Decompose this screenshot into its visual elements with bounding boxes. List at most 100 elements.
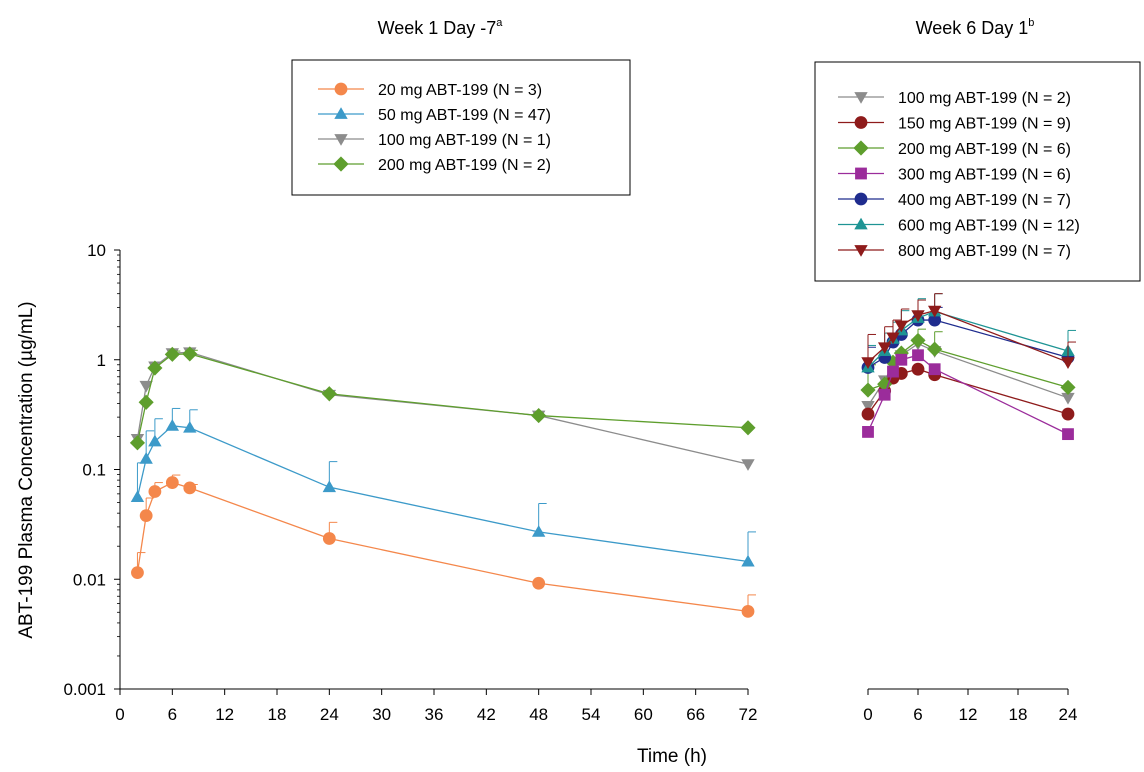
data-point — [532, 576, 546, 590]
legend-item: 50 mg ABT-199 (N = 47) — [318, 107, 551, 124]
data-point — [183, 420, 197, 433]
data-point — [148, 485, 162, 498]
data-point — [878, 388, 891, 401]
data-point — [860, 382, 876, 398]
legend-label: 200 mg ABT-199 (N = 6) — [898, 141, 1071, 158]
series-2 — [130, 407, 756, 567]
data-point — [129, 435, 146, 451]
series-7 — [861, 293, 1076, 370]
legend-item: 300 mg ABT-199 (N = 6) — [838, 167, 1071, 184]
x-tick-label: 18 — [1009, 705, 1028, 724]
x-tick-label: 6 — [168, 705, 177, 724]
data-point — [138, 394, 154, 410]
panel1-title: Week 1 Day -7a — [378, 17, 504, 38]
x-tick-label: 12 — [959, 705, 978, 724]
data-point — [741, 459, 755, 471]
data-point — [877, 342, 892, 355]
y-tick-label: 0.1 — [82, 461, 106, 480]
x-tick-label: 72 — [739, 705, 758, 724]
legend-marker — [854, 245, 868, 257]
data-point — [139, 509, 153, 523]
data-point — [322, 532, 336, 545]
x-tick-label: 48 — [529, 705, 548, 724]
legend1-box — [291, 59, 631, 196]
data-point — [139, 452, 153, 464]
data-point — [910, 332, 926, 348]
x-tick-label: 30 — [372, 705, 391, 724]
legend-label: 300 mg ABT-199 (N = 6) — [898, 167, 1071, 184]
data-point — [895, 353, 908, 366]
legend-marker — [334, 107, 348, 119]
series-line — [136, 425, 749, 563]
legend-item: 100 mg ABT-199 (N = 2) — [838, 90, 1071, 107]
legend-item: 800 mg ABT-199 (N = 7) — [838, 243, 1071, 260]
data-point — [741, 604, 755, 618]
x-tick-label: 66 — [686, 705, 705, 724]
x-tick-label: 24 — [1059, 705, 1078, 724]
series-4 — [862, 349, 1074, 441]
y-tick-label: 0.01 — [73, 570, 106, 589]
series-line — [136, 353, 749, 443]
data-point — [531, 525, 546, 537]
legend-label: 200 mg ABT-199 (N = 2) — [378, 157, 551, 174]
y-tick-label: 10 — [87, 241, 106, 260]
data-point — [148, 434, 162, 447]
legend-marker — [855, 167, 867, 180]
data-point — [321, 386, 337, 402]
data-point — [1061, 357, 1075, 370]
y-axis-title: ABT-199 Plasma Concentration (µg/mL) — [16, 301, 37, 638]
x-tick-label: 12 — [215, 705, 234, 724]
data-point — [927, 305, 942, 318]
series-line — [136, 351, 749, 465]
x-tick-label: 54 — [582, 705, 601, 724]
data-point — [894, 320, 909, 333]
panel1-plot: 0.001 0.01 0.1 1 10 0 6 12 18 24 30 36 42 48 54 60 66 72 — [63, 241, 757, 724]
series-1 — [131, 474, 756, 618]
legend-marker — [334, 134, 348, 146]
legend-item: 400 mg ABT-199 (N = 7) — [838, 192, 1071, 209]
x-tick-label: 6 — [913, 705, 922, 724]
legend-item: 600 mg ABT-199 (N = 12) — [838, 218, 1080, 235]
data-point — [1060, 379, 1076, 395]
data-point — [183, 481, 197, 495]
x-tick-label: 36 — [425, 705, 444, 724]
legend-marker — [334, 82, 348, 96]
legend-label: 150 mg ABT-199 (N = 9) — [898, 116, 1071, 133]
x-tick-label: 18 — [268, 705, 287, 724]
panel2-plot: 0 6 12 18 24 — [860, 293, 1078, 724]
x-tick-label: 0 — [863, 705, 872, 724]
data-point — [911, 362, 925, 376]
data-point — [1062, 428, 1074, 441]
legend-item: 20 mg ABT-199 (N = 3) — [318, 82, 542, 99]
legend2: 100 mg ABT-199 (N = 2) 150 mg ABT-199 (N … — [838, 90, 1080, 260]
data-point — [861, 407, 875, 421]
legend-item: 200 mg ABT-199 (N = 6) — [838, 140, 1071, 158]
x-tick-label: 0 — [115, 705, 124, 724]
legend-marker — [854, 192, 868, 206]
x-tick-label: 60 — [634, 705, 653, 724]
x-tick-label: 24 — [320, 705, 339, 724]
data-point — [911, 310, 925, 322]
data-point — [912, 349, 924, 362]
data-point — [861, 357, 875, 370]
y-tick-label: 0.001 — [63, 680, 106, 699]
data-point — [322, 480, 337, 493]
legend-label: 400 mg ABT-199 (N = 7) — [898, 192, 1071, 209]
data-point — [139, 380, 153, 393]
series-3 — [860, 328, 1076, 398]
legend-item: 150 mg ABT-199 (N = 9) — [838, 116, 1071, 133]
series-3 — [130, 347, 755, 471]
y-tick-label: 1 — [97, 351, 106, 370]
legend1: 20 mg ABT-199 (N = 3) 50 mg ABT-199 (N = … — [318, 82, 551, 174]
legend-label: 50 mg ABT-199 (N = 47) — [378, 107, 551, 124]
data-point — [531, 408, 547, 424]
legend-marker — [853, 140, 869, 156]
legend-item: 200 mg ABT-199 (N = 2) — [318, 156, 551, 174]
legend-marker — [854, 92, 868, 104]
data-point — [741, 554, 755, 567]
series-line — [136, 481, 749, 612]
data-point — [1061, 407, 1075, 421]
data-point — [165, 419, 180, 431]
legend-label: 600 mg ABT-199 (N = 12) — [898, 218, 1080, 235]
